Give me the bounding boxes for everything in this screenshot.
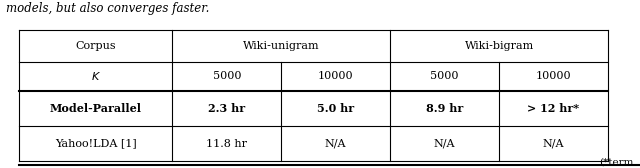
Text: 8.9 hr: 8.9 hr [426, 103, 463, 114]
Text: Model-Parallel: Model-Parallel [50, 103, 141, 114]
Text: N/A: N/A [434, 139, 455, 149]
Text: N/A: N/A [543, 139, 564, 149]
Text: 5.0 hr: 5.0 hr [317, 103, 355, 114]
Text: models, but also converges faster.: models, but also converges faster. [6, 2, 210, 15]
Text: 10000: 10000 [536, 71, 572, 81]
Text: 5000: 5000 [430, 71, 459, 81]
Text: > 12 hr*: > 12 hr* [527, 103, 580, 114]
Text: 11.8 hr: 11.8 hr [206, 139, 247, 149]
Text: $K$: $K$ [91, 70, 100, 82]
Text: (*term: (*term [599, 157, 634, 166]
Text: 5000: 5000 [212, 71, 241, 81]
Text: 2.3 hr: 2.3 hr [208, 103, 245, 114]
Text: N/A: N/A [325, 139, 346, 149]
Text: 10000: 10000 [318, 71, 353, 81]
Text: Yahoo!LDA [1]: Yahoo!LDA [1] [55, 139, 136, 149]
Text: Wiki-unigram: Wiki-unigram [243, 41, 319, 51]
Text: Wiki-bigram: Wiki-bigram [465, 41, 534, 51]
Text: Corpus: Corpus [76, 41, 116, 51]
